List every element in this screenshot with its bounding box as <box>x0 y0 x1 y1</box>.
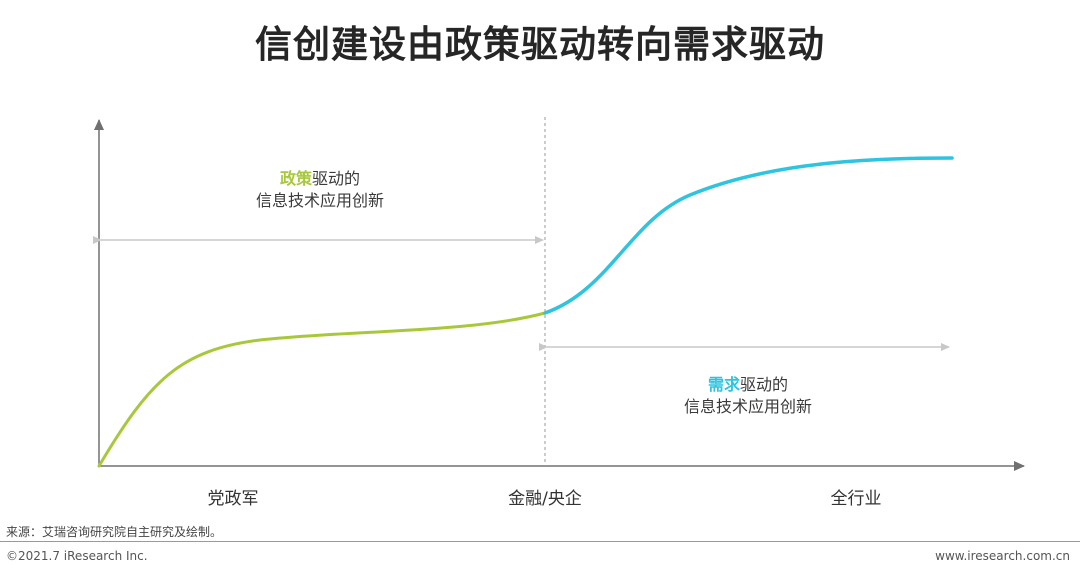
demand-line2: 信息技术应用创新 <box>683 397 812 416</box>
demand-highlight: 需求 <box>707 375 740 394</box>
x-category-government: 党政军 <box>207 489 259 509</box>
demand-rest: 驱动的 <box>740 375 789 394</box>
copyright: ©2021.7 iResearch Inc. <box>6 549 148 563</box>
policy-rest: 驱动的 <box>312 169 361 188</box>
x-category-all-industries: 全行业 <box>830 489 882 509</box>
website-link[interactable]: www.iresearch.com.cn <box>935 549 1070 563</box>
policy-annotation: 政策驱动的 信息技术应用创新 <box>240 168 400 212</box>
demand-annotation: 需求驱动的 信息技术应用创新 <box>668 374 828 418</box>
source-note: 来源：艾瑞咨询研究院自主研究及绘制。 <box>6 525 223 539</box>
policy-curve <box>97 311 547 468</box>
policy-highlight: 政策 <box>279 169 312 188</box>
x-category-finance: 金融/央企 <box>508 489 582 509</box>
footer-divider <box>0 541 1080 542</box>
page-title: 信创建设由政策驱动转向需求驱动 <box>255 23 825 66</box>
demand-curve <box>543 156 954 315</box>
policy-line2: 信息技术应用创新 <box>255 191 384 210</box>
